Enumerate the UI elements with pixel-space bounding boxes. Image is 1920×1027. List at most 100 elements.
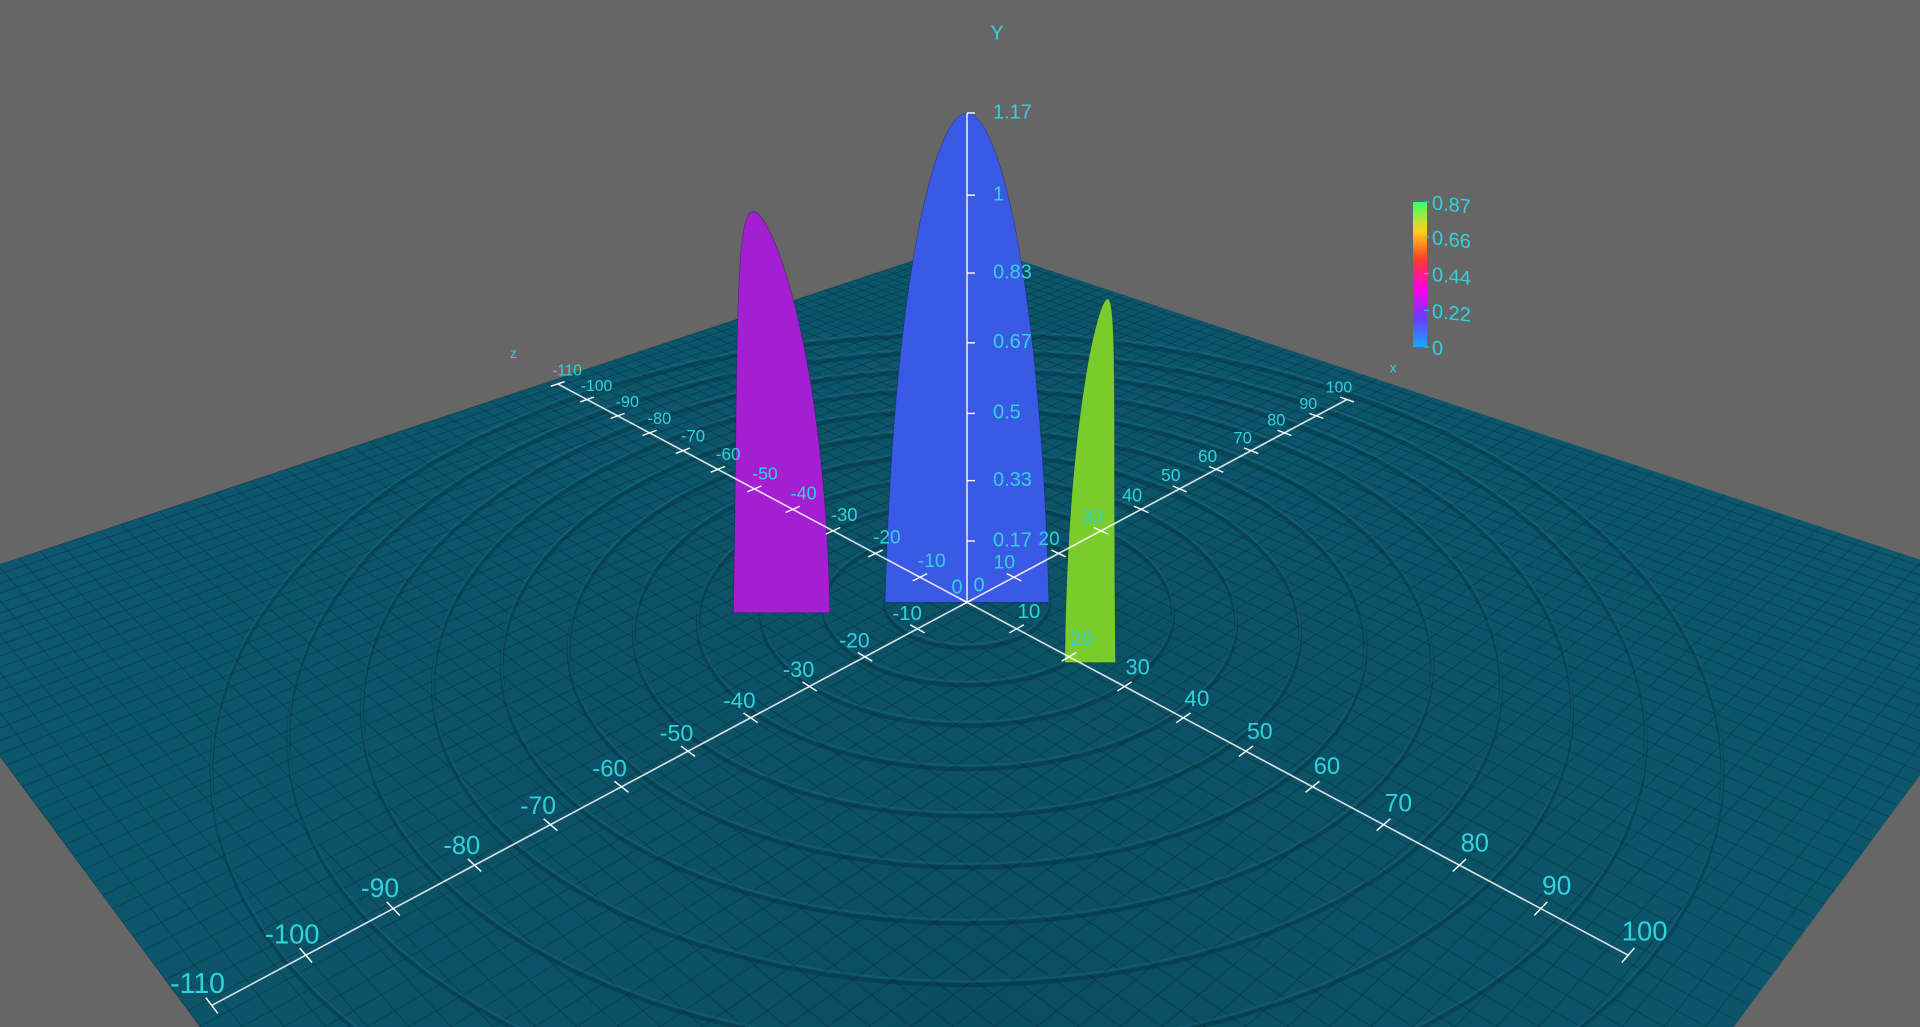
y-tick-label: 0.33 (993, 469, 1032, 491)
x-tick-label: 80 (1267, 412, 1285, 430)
x-tick (857, 651, 873, 662)
y-tick-label: 0.67 (993, 331, 1032, 353)
x-tick (467, 858, 482, 873)
x-tick-label: 20 (1039, 529, 1060, 550)
x-tick (1006, 572, 1022, 582)
x-tick-label: -100 (265, 918, 320, 949)
z-tick (912, 572, 928, 582)
axis-line (211, 398, 1348, 1007)
x-tick (1172, 485, 1187, 493)
y-tick-label: 1.17 (993, 101, 1032, 123)
x-tick (1277, 429, 1292, 437)
z-tick-label: 20 (1070, 627, 1094, 650)
x-tick-label: -70 (520, 793, 556, 820)
x-tick-label: 70 (1233, 428, 1252, 447)
x-tick (1243, 447, 1259, 455)
surface-shade (0, 242, 1920, 1027)
peak (733, 211, 831, 614)
colorbar-scale (1413, 202, 1427, 347)
x-tick-label: 60 (1198, 446, 1217, 466)
peak (1064, 298, 1116, 663)
x-tick-label: 90 (1299, 395, 1317, 413)
z-tick-label: 50 (1247, 718, 1273, 744)
x-tick (543, 818, 558, 832)
z-tick-label: 0 (973, 575, 984, 597)
z-tick (1175, 712, 1191, 724)
z-tick (1061, 651, 1077, 662)
z-tick-label: 90 (1542, 870, 1571, 900)
x-tick (205, 997, 219, 1014)
z-tick (959, 597, 975, 607)
z-tick-label: 10 (1017, 600, 1040, 623)
surface-mesh (0, 755, 201, 1027)
z-tick-label: -100 (581, 378, 613, 395)
z-tick (1305, 780, 1320, 793)
z-tick (1238, 745, 1254, 757)
x-tick (1093, 526, 1109, 535)
z-tick-label: -80 (648, 410, 672, 428)
x-tick (1339, 396, 1355, 403)
x-tick-label: -20 (839, 630, 870, 653)
z-tick (1452, 858, 1467, 873)
axes: -110-100-90-80-70-60-50-40-30-20-1001020… (170, 22, 1668, 1014)
colorbar-tick-label: 0.22 (1432, 301, 1471, 327)
z-tick-label: -70 (681, 427, 705, 446)
x-tick-label: -80 (443, 832, 480, 860)
axis-line (557, 383, 1629, 956)
z-tick (550, 380, 565, 387)
z-tick-label: -10 (918, 550, 946, 572)
x-tick-label: 10 (993, 552, 1015, 574)
z-tick-label: 40 (1184, 686, 1209, 711)
z-tick (825, 526, 841, 535)
z-tick-label: 70 (1385, 790, 1412, 817)
y-axis-title: Y (990, 22, 1003, 44)
x-tick-label: 50 (1161, 465, 1181, 485)
z-tick (1376, 818, 1391, 832)
z-tick-label: -90 (616, 393, 639, 411)
x-tick (1208, 465, 1224, 473)
x-tick-label: -110 (170, 968, 225, 1000)
z-tick-label: 80 (1461, 830, 1489, 858)
z-tick-label: -30 (831, 504, 858, 525)
colorbar-tick-label: 0.87 (1432, 192, 1471, 218)
y-tick-label: 1 (993, 183, 1004, 205)
x-tick (1051, 549, 1067, 558)
z-tick-label: 100 (1622, 916, 1668, 947)
z-tick (785, 505, 801, 514)
colorbar: 0 0.22 0.44 0.66 0.87 (1413, 192, 1471, 360)
x-tick (1309, 412, 1324, 420)
x-tick (909, 624, 926, 634)
z-tick-label: -110 (552, 363, 582, 380)
z-tick (610, 412, 625, 420)
z-tick (1533, 901, 1548, 916)
z-tick (867, 549, 883, 558)
surface (0, 242, 1920, 1027)
z-tick (710, 465, 726, 473)
z-tick (1621, 947, 1635, 963)
colorbar-tick-label: 0.66 (1432, 227, 1471, 253)
z-tick-label: -40 (791, 484, 817, 504)
z-tick-label: -50 (752, 463, 778, 483)
y-tick-label: 0.83 (993, 261, 1032, 283)
z-axis-title: z (510, 346, 517, 361)
x-tick-label: 30 (1081, 506, 1102, 527)
z-tick (1116, 681, 1133, 692)
z-tick-label: -60 (716, 444, 741, 464)
z-tick-label: 60 (1314, 753, 1341, 780)
x-tick-label: -10 (892, 602, 922, 625)
x-tick (299, 947, 313, 963)
y-tick-label: 0.17 (993, 529, 1032, 551)
z-tick (642, 429, 657, 437)
colorbar-tick-label: 0.44 (1432, 264, 1471, 290)
z-tick-label: -20 (873, 527, 900, 548)
x-tick-label: -30 (783, 657, 814, 682)
x-axis-title: x (1390, 360, 1397, 375)
z-tick-label: 30 (1125, 655, 1149, 680)
x-tick-label: 0 (951, 577, 962, 599)
x-tick-label: -90 (361, 873, 399, 903)
z-tick (579, 396, 595, 403)
x-tick-label: -50 (660, 720, 693, 746)
x-tick (386, 901, 401, 916)
